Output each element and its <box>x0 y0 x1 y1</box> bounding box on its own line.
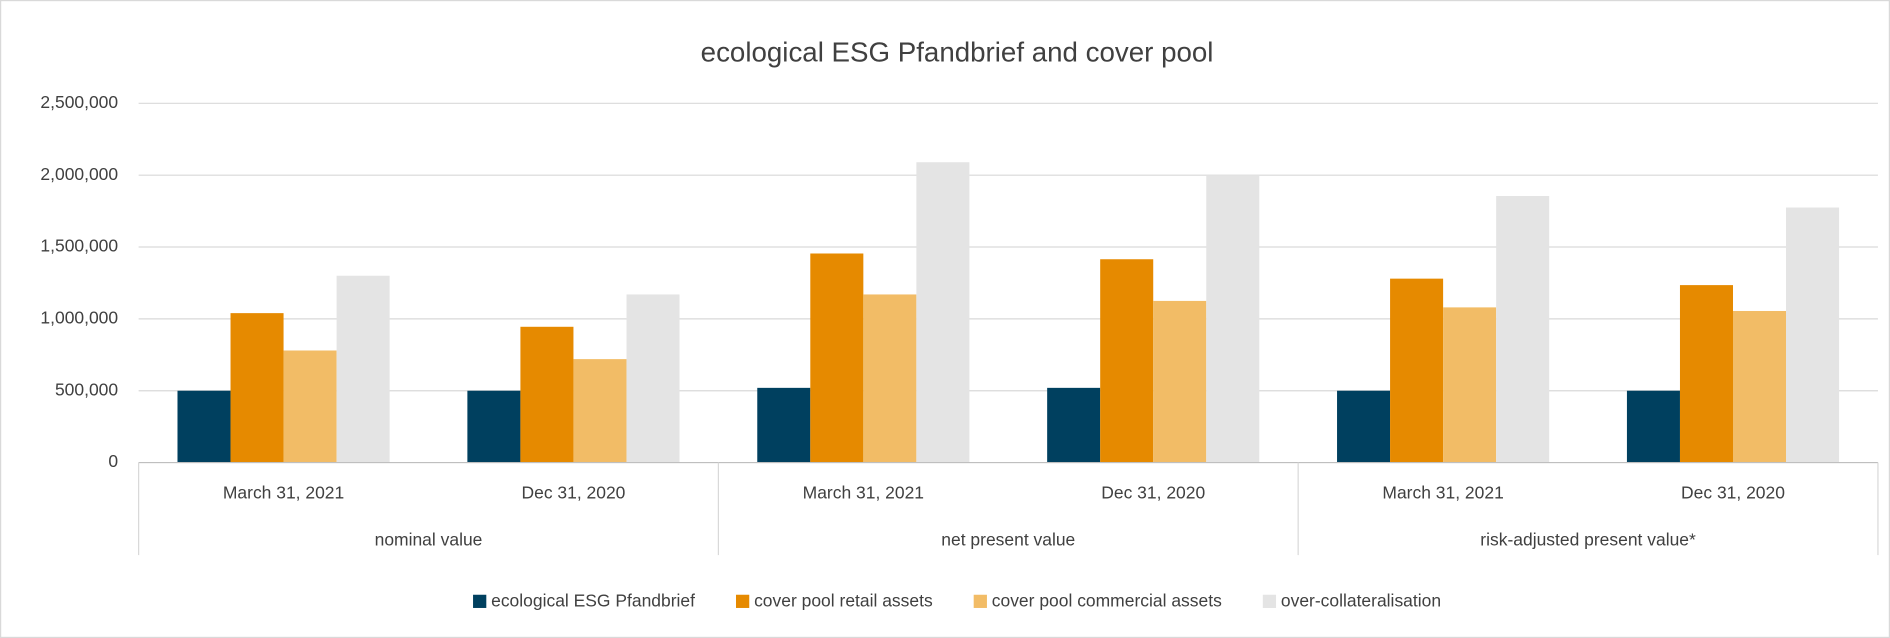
bar <box>1390 278 1444 463</box>
x-tick-label: March 31, 2021 <box>1382 482 1503 502</box>
bar <box>1443 307 1497 463</box>
y-tick-label: 2,500,000 <box>40 92 118 112</box>
bar <box>1337 390 1391 463</box>
y-tick-label: 0 <box>108 451 118 471</box>
bar <box>1206 175 1260 463</box>
bar <box>1153 300 1207 463</box>
group-label: net present value <box>941 529 1075 549</box>
bar <box>230 313 284 463</box>
bar <box>573 359 627 463</box>
legend-swatch <box>1262 594 1277 608</box>
bar <box>520 326 574 463</box>
legend-label: ecological ESG Pfandbrief <box>491 591 695 611</box>
legend-label: over-collateralisation <box>1281 591 1441 611</box>
bar <box>1047 387 1101 463</box>
chart-title: ecological ESG Pfandbrief and cover pool <box>701 36 1214 67</box>
group-label: risk-adjusted present value* <box>1480 529 1696 549</box>
bar <box>283 350 337 463</box>
bar <box>1733 310 1787 463</box>
legend-swatch <box>973 594 987 608</box>
bar <box>916 162 970 463</box>
legend-swatch <box>473 594 487 608</box>
bar <box>336 275 390 463</box>
bar <box>1786 207 1840 463</box>
bar <box>1496 196 1550 463</box>
y-tick-label: 1,000,000 <box>40 308 118 328</box>
y-tick-label: 1,500,000 <box>40 236 118 256</box>
legend-label: cover pool retail assets <box>754 591 933 611</box>
y-tick-label: 500,000 <box>55 379 118 399</box>
x-tick-label: Dec 31, 2020 <box>521 482 625 502</box>
x-tick-label: March 31, 2021 <box>803 482 924 502</box>
bar <box>1100 259 1154 463</box>
group-label: nominal value <box>375 529 483 549</box>
bar <box>1626 390 1680 463</box>
bar <box>757 387 811 463</box>
x-tick-label: March 31, 2021 <box>223 482 344 502</box>
bar <box>467 390 521 463</box>
bar <box>810 253 864 463</box>
x-tick-label: Dec 31, 2020 <box>1101 482 1205 502</box>
bar <box>626 294 680 463</box>
y-tick-label: 2,000,000 <box>40 164 118 184</box>
legend-label: cover pool commercial assets <box>992 591 1222 611</box>
bar <box>1679 285 1734 463</box>
bar <box>863 294 917 463</box>
legend-swatch <box>735 594 750 608</box>
x-tick-label: Dec 31, 2020 <box>1681 482 1785 502</box>
bar <box>177 390 231 463</box>
